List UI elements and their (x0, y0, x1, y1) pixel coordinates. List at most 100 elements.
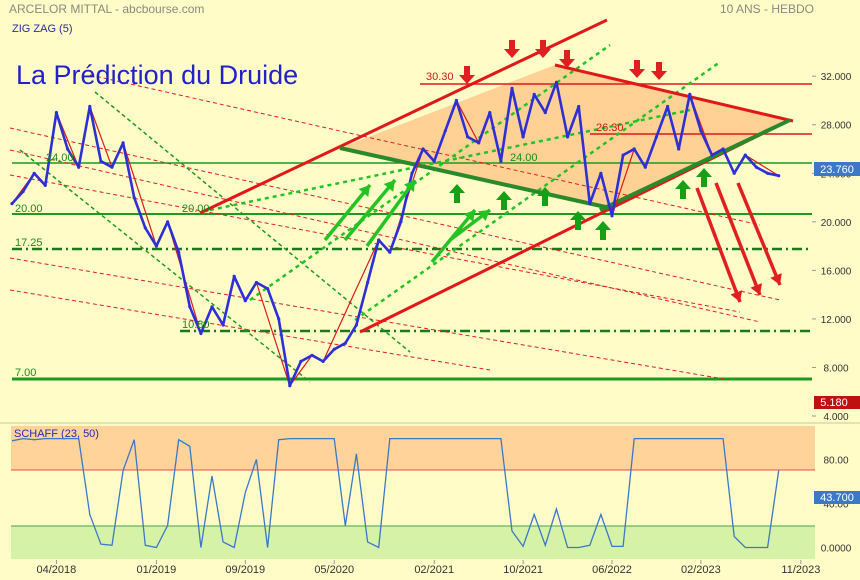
green-up-trend-arrow-icon (365, 178, 417, 248)
header-right: 10 ANS - HEBDO (720, 2, 814, 16)
red-down-arrow-icon (459, 66, 475, 84)
schaff-lower-band (11, 526, 815, 559)
marker-value-tag: 5.180 (814, 396, 860, 409)
x-tick-label: 04/2018 (37, 564, 77, 576)
level-label-7-00: 7.00 (15, 367, 36, 379)
time-x-axis: 04/2018 01/2019 09/2019 05/2020 02/2021 10/20… (37, 560, 820, 576)
price-point (443, 129, 447, 133)
price-y-tick-label: 12.000 (821, 315, 852, 326)
price-point (99, 159, 103, 163)
price-point (321, 359, 325, 363)
level-label-17-25: 17.25 (15, 237, 43, 249)
green-up-arrow-icon (570, 211, 586, 230)
price-point (688, 92, 692, 96)
price-y-tick-label: 32.000 (821, 72, 852, 83)
price-point (21, 189, 25, 194)
price-point (677, 147, 681, 151)
price-point (543, 111, 547, 115)
indicator-label: ZIG ZAG (5) (12, 23, 73, 35)
price-point (777, 174, 781, 178)
price-y-tick-label: 20.000 (821, 218, 852, 229)
price-point (666, 104, 670, 109)
price-point (43, 183, 47, 187)
price-point (488, 111, 492, 115)
price-point (477, 141, 481, 145)
price-point (310, 353, 314, 357)
triangle-lower-green-line (339, 146, 611, 210)
price-point (643, 165, 647, 169)
x-tick-label: 01/2019 (137, 564, 177, 576)
price-point (77, 165, 81, 169)
price-point (354, 323, 358, 327)
green-up-trend-arrow-icon (323, 183, 372, 242)
price-point (132, 196, 136, 200)
level-label-24-00-left: 24.00 (46, 152, 74, 164)
x-tick-label: 11/2023 (781, 564, 820, 576)
price-point (154, 244, 158, 248)
green-up-arrow-icon (675, 180, 691, 199)
price-point (632, 147, 636, 151)
level-label-20-00-mid: 20.00 (182, 203, 210, 215)
price-point (254, 280, 258, 285)
price-point (88, 104, 92, 109)
green-up-arrow-icon (595, 221, 611, 240)
price-y-tick-label: 4.000 (823, 412, 848, 423)
red-down-trend-arrow-icon (736, 182, 782, 286)
schaff-y-tick-label: 40.00 (823, 500, 848, 511)
green-dashed-ascending-channel (209, 43, 721, 322)
x-tick-label: 02/2021 (414, 564, 454, 576)
price-point (532, 92, 536, 96)
price-point (166, 220, 170, 224)
price-point (732, 171, 736, 175)
price-point (177, 250, 181, 254)
price-point (566, 135, 570, 139)
price-point (388, 250, 392, 254)
price-point (599, 171, 603, 175)
header-left: ARCELOR MITTAL - abcbourse.com (9, 2, 204, 16)
red-down-trend-arrow-icon (714, 182, 762, 296)
overlay-title: La Prédiction du Druide (16, 60, 298, 90)
red-down-arrow-icon (535, 40, 551, 58)
price-point (710, 153, 714, 157)
price-point (66, 147, 70, 151)
price-point (188, 305, 192, 309)
level-label-10-80: 10.80 (182, 319, 210, 331)
green-up-arrow-icon (696, 168, 712, 187)
price-point (121, 141, 125, 145)
price-point (588, 202, 592, 206)
schaff-y-axis: 80.00 40.00 0.0000 (821, 456, 852, 555)
triangle-rising-green-line (599, 118, 791, 212)
red-down-trend-arrow-icon (695, 187, 743, 303)
price-point (110, 165, 114, 169)
x-tick-label: 02/2023 (681, 564, 721, 576)
price-y-tick-label: 16.000 (821, 266, 852, 277)
last-value-tag: 23.760 (814, 162, 860, 176)
price-point (332, 347, 336, 351)
price-point (266, 287, 270, 291)
price-point (343, 341, 347, 345)
schaff-last-value-label: 43.700 (820, 492, 854, 504)
price-point (454, 98, 458, 103)
marker-value-label: 5.180 (820, 397, 848, 409)
price-point (510, 86, 514, 90)
green-up-arrow-icon (496, 191, 512, 210)
schaff-y-tick-label: 80.00 (823, 456, 848, 467)
green-up-trend-arrow-icon (343, 178, 397, 242)
red-down-arrow-icon (559, 50, 575, 68)
price-point (499, 159, 503, 163)
price-point (754, 165, 759, 169)
green-up-arrow-icon (449, 184, 465, 203)
price-series-line (11, 81, 779, 388)
schaff-upper-band (11, 426, 815, 470)
green-up-trend-arrow-icon (448, 208, 492, 242)
level-label-26-30: 26.30 (596, 122, 624, 134)
price-point (54, 111, 59, 115)
price-y-tick-label: 8.000 (823, 364, 848, 375)
price-point (299, 359, 303, 363)
level-label-30-30: 30.30 (426, 71, 454, 83)
price-point (399, 220, 403, 224)
price-point (721, 147, 725, 151)
price-point (288, 384, 292, 388)
level-label-20-00-left: 20.00 (15, 203, 43, 215)
